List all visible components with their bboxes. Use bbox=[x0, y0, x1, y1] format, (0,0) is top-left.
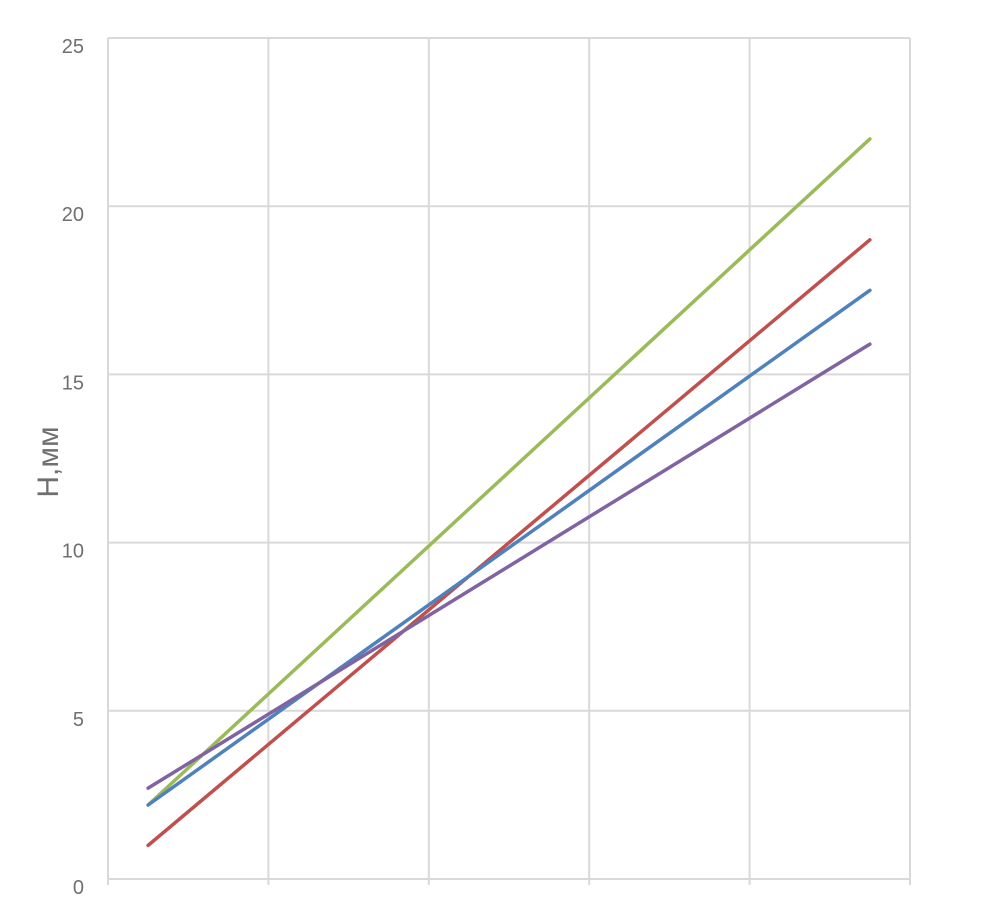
y-tick-label: 15 bbox=[62, 372, 84, 394]
grid-lines bbox=[107, 37, 911, 885]
series-line-2 bbox=[146, 238, 872, 848]
y-axis-title: H,мм bbox=[32, 426, 65, 497]
series-line-3 bbox=[146, 288, 872, 807]
series-line-4 bbox=[146, 342, 872, 790]
y-tick-label: 5 bbox=[73, 709, 84, 731]
y-tick-label: 20 bbox=[62, 204, 84, 226]
series-line-1 bbox=[146, 137, 872, 807]
y-tick-label: 10 bbox=[62, 541, 84, 563]
y-tick-label: 0 bbox=[73, 877, 84, 899]
series-lines bbox=[146, 137, 872, 848]
y-tick-labels: 0 5 10 15 20 25 bbox=[62, 36, 84, 899]
y-tick-label: 25 bbox=[62, 36, 84, 58]
